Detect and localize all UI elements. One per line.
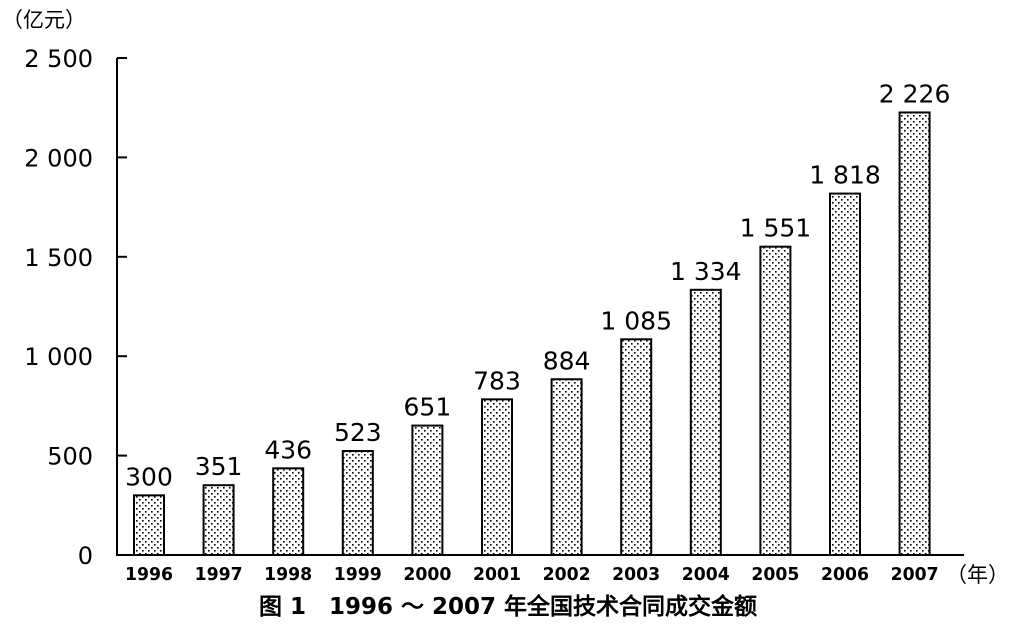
bar-2004 <box>689 288 722 556</box>
x-tick-label-2004: 2004 <box>682 564 730 585</box>
x-tick-label-1996: 1996 <box>125 564 173 585</box>
x-tick-label-1997: 1997 <box>195 564 243 585</box>
data-label-2000: 651 <box>404 393 452 422</box>
data-label-2007: 2 226 <box>879 79 951 108</box>
y-axis-ticks: 0 500 1 000 1 500 2 000 2 500 <box>24 45 127 570</box>
data-label-2004: 1 334 <box>670 257 742 286</box>
chart-caption: 图 1 1996 ～ 2007 年全国技术合同成交金额 <box>259 593 757 620</box>
bar-2000 <box>411 424 444 556</box>
data-labels-group: 300 351 436 523 651 783 884 1 085 1 334 1 551 1 81… <box>125 79 950 491</box>
bar-2007 <box>898 111 931 557</box>
x-tick-label-2001: 2001 <box>473 564 521 585</box>
bar-1998 <box>272 467 305 557</box>
x-tick-label-1999: 1999 <box>334 564 382 585</box>
x-tick-label-2006: 2006 <box>821 564 869 585</box>
data-label-1997: 351 <box>195 452 243 481</box>
x-tick-label-2002: 2002 <box>543 564 591 585</box>
data-label-1999: 523 <box>334 418 382 447</box>
bar-2006 <box>829 192 861 556</box>
data-label-2001: 783 <box>473 366 521 395</box>
y-tick-label: 2 000 <box>24 144 93 172</box>
x-axis-unit-label: （年） <box>946 563 1009 587</box>
bar-2005 <box>759 245 792 556</box>
bar-1999 <box>341 450 374 556</box>
x-tick-label-2005: 2005 <box>751 564 799 585</box>
bar-2002 <box>550 378 583 556</box>
bar-1997 <box>202 484 235 556</box>
y-axis-unit-label: （亿元） <box>2 8 86 32</box>
y-tick-label: 0 <box>78 542 93 570</box>
bar-2003 <box>620 338 653 556</box>
data-label-1996: 300 <box>125 462 173 491</box>
y-tick-label: 500 <box>47 443 93 471</box>
data-label-2002: 884 <box>543 346 591 375</box>
x-tick-label-2003: 2003 <box>612 564 660 585</box>
data-label-2005: 1 551 <box>740 214 812 243</box>
x-tick-label-2007: 2007 <box>891 564 939 585</box>
y-tick-label: 2 500 <box>24 45 93 73</box>
data-label-1998: 436 <box>264 435 312 464</box>
x-axis-tick-labels: 1996 1997 1998 1999 2000 2001 2002 2003 2004 2005… <box>125 564 939 585</box>
bars-group <box>133 111 931 557</box>
bar-2001 <box>481 398 513 556</box>
x-tick-label-1998: 1998 <box>264 564 312 585</box>
x-tick-label-2000: 2000 <box>403 564 451 585</box>
data-label-2003: 1 085 <box>600 306 672 335</box>
bar-1996 <box>133 494 165 556</box>
y-tick-label: 1 500 <box>24 244 93 272</box>
data-label-2006: 1 818 <box>809 161 881 190</box>
y-tick-label: 1 000 <box>24 343 93 371</box>
